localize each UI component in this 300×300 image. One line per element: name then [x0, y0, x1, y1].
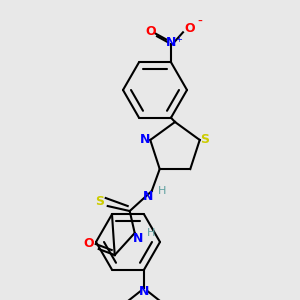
Text: O: O	[146, 25, 156, 38]
Text: +: +	[176, 35, 182, 44]
Text: H: H	[146, 228, 155, 238]
Text: O: O	[83, 236, 94, 250]
Text: S: S	[200, 134, 209, 146]
Text: -: -	[198, 15, 203, 29]
Text: H: H	[158, 186, 166, 196]
Text: N: N	[133, 232, 143, 244]
Text: N: N	[166, 36, 176, 49]
Text: S: S	[95, 194, 104, 208]
Text: N: N	[140, 134, 151, 146]
Text: N: N	[139, 285, 149, 298]
Text: O: O	[185, 22, 195, 35]
Text: N: N	[142, 190, 153, 202]
